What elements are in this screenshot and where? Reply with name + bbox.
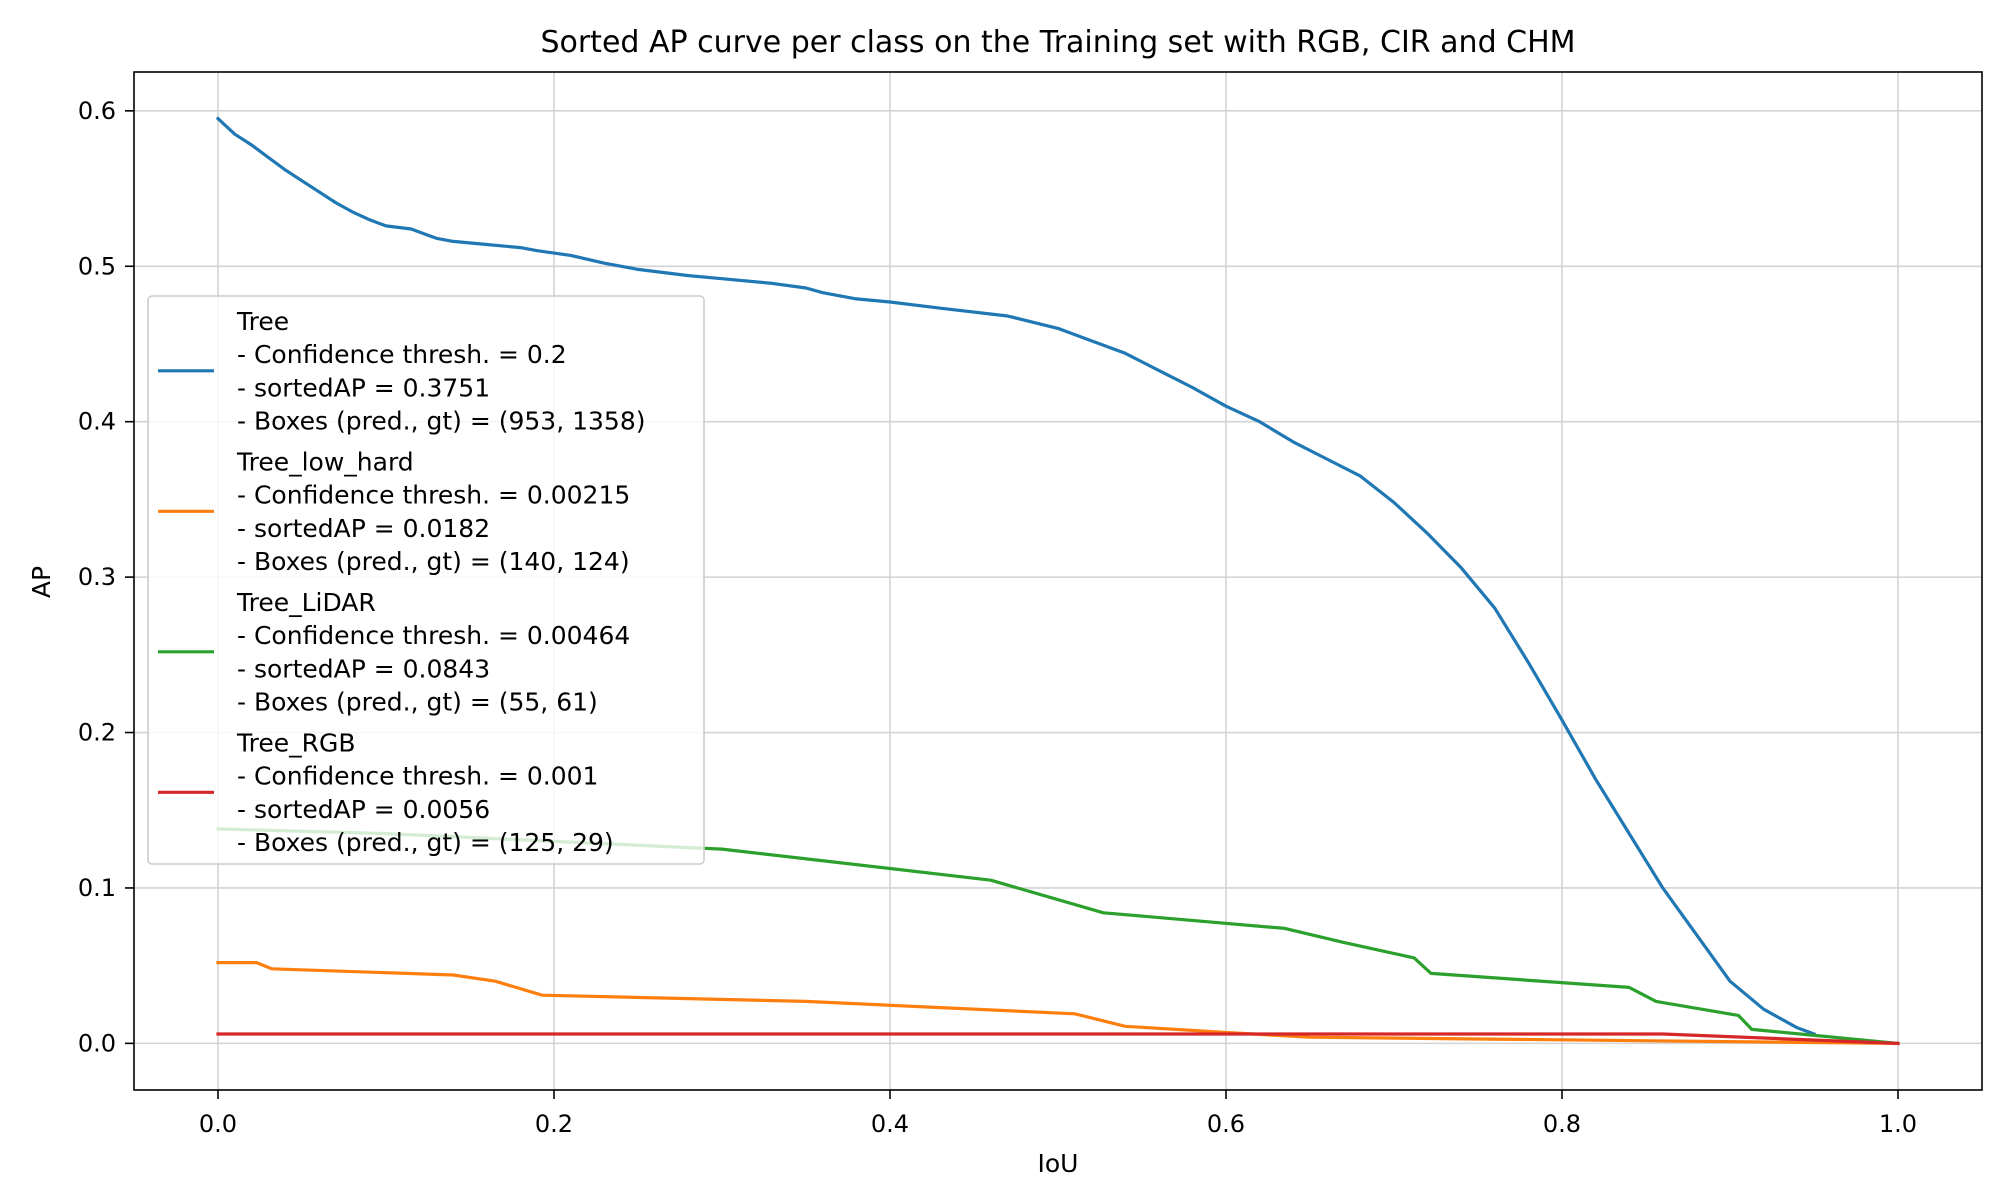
x-tick-label: 0.2 [535, 1110, 573, 1138]
y-tick-label: 0.2 [78, 719, 116, 747]
legend-label-tree-low-hard: Tree_low_hard [236, 448, 414, 477]
axis-ticks: 0.0 0.2 0.4 0.6 0.8 1.0 0.0 0.1 0.2 0.3 0.4 0.5 0.6 [78, 97, 1917, 1138]
legend-detail-tree-rgb: - sortedAP = 0.0056 [237, 795, 490, 824]
chart-title: Sorted AP curve per class on the Trainin… [540, 25, 1575, 60]
y-tick-label: 0.6 [78, 97, 116, 125]
legend-detail-tree-rgb: - Confidence thresh. = 0.001 [237, 762, 598, 791]
legend-detail-tree-low-hard: - Boxes (pred., gt) = (140, 124) [237, 547, 630, 576]
legend-box [147, 295, 705, 865]
y-axis-label: AP [27, 566, 56, 598]
y-tick-label: 0.4 [78, 408, 116, 436]
series-line-tree-lidar [216, 827, 1900, 1046]
legend-label-tree-lidar: Tree_LiDAR [236, 588, 376, 617]
x-tick-label: 0.6 [1207, 1110, 1245, 1138]
legend-detail-tree-rgb: - Boxes (pred., gt) = (125, 29) [237, 828, 614, 857]
x-tick-label: 0.0 [199, 1110, 237, 1138]
legend-detail-tree-lidar: - Confidence thresh. = 0.00464 [237, 621, 630, 650]
y-tick-label: 0.1 [78, 874, 116, 902]
legend-detail-tree-low-hard: - Confidence thresh. = 0.00215 [237, 481, 630, 510]
x-tick-label: 1.0 [1879, 1110, 1917, 1138]
y-tick-label: 0.3 [78, 563, 116, 591]
x-axis-label: IoU [1038, 1149, 1079, 1178]
legend-label-tree: Tree [236, 307, 289, 336]
legend-detail-tree: - Confidence thresh. = 0.2 [237, 340, 567, 369]
series-line-tree-rgb [216, 1032, 1900, 1046]
legend: Tree - Confidence thresh. = 0.2 - sortedAP… [147, 295, 705, 865]
legend-detail-tree: - sortedAP = 0.3751 [237, 373, 490, 402]
legend-detail-tree-lidar: - sortedAP = 0.0843 [237, 654, 490, 683]
x-tick-label: 0.4 [871, 1110, 909, 1138]
series-line-tree-low-hard [216, 960, 1900, 1046]
legend-label-tree-rgb: Tree_RGB [236, 729, 355, 758]
legend-detail-tree-lidar: - Boxes (pred., gt) = (55, 61) [237, 688, 598, 717]
plot-frame [133, 71, 1983, 1091]
series-lines [215, 116, 1900, 1046]
series-line-tree [215, 116, 1817, 1037]
x-tick-label: 0.8 [1543, 1110, 1581, 1138]
legend-detail-tree: - Boxes (pred., gt) = (953, 1358) [237, 407, 645, 436]
y-tick-label: 0.0 [78, 1029, 116, 1057]
y-tick-label: 0.5 [78, 252, 116, 280]
legend-detail-tree-low-hard: - sortedAP = 0.0182 [237, 514, 490, 543]
